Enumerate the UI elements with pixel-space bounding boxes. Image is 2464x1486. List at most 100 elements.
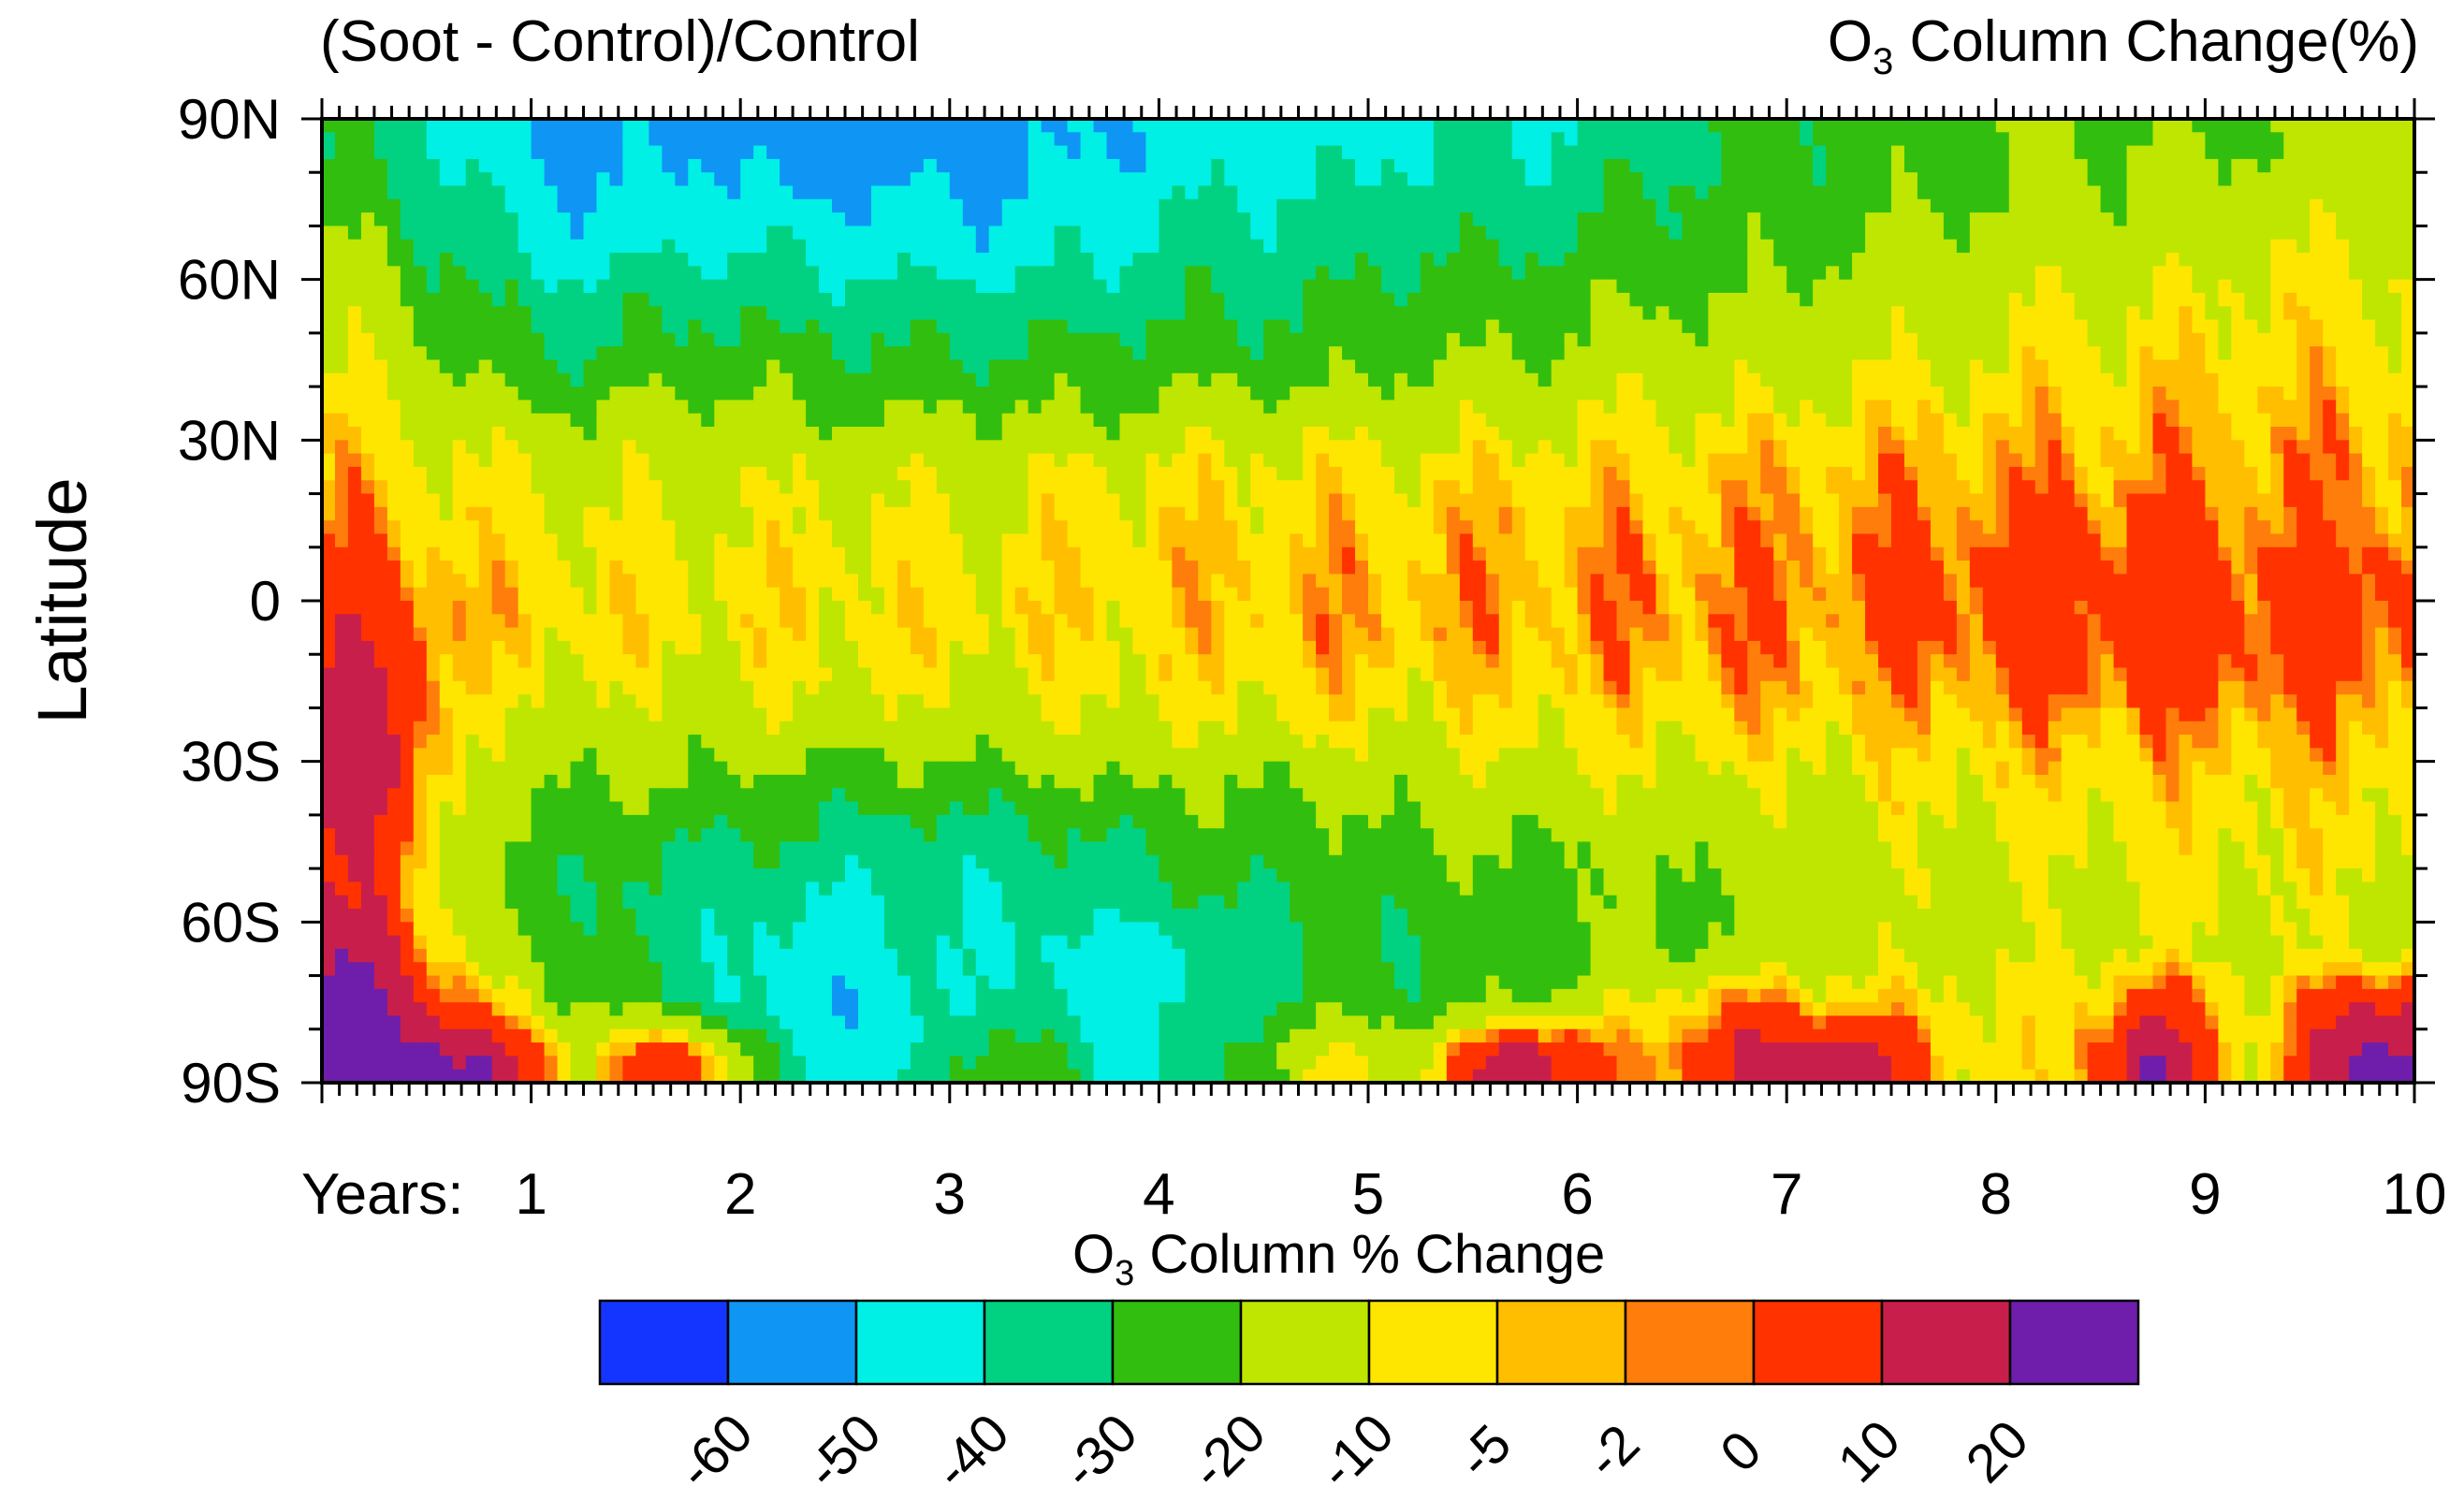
field-cell	[897, 253, 911, 268]
field-cell	[1041, 172, 1056, 187]
field-cell	[557, 332, 572, 347]
field-cell	[1342, 520, 1356, 535]
field-cell	[2008, 253, 2023, 268]
field-cell	[1080, 346, 1095, 361]
field-cell	[2283, 453, 2298, 468]
field-cell	[727, 253, 741, 268]
field-cell	[1067, 386, 1082, 401]
field-cell	[439, 466, 454, 482]
field-cell	[883, 386, 898, 401]
field-cell	[1368, 493, 1382, 508]
field-cell	[1380, 372, 1395, 387]
field-cell	[675, 413, 690, 428]
field-cell	[870, 400, 885, 415]
field-cell	[923, 239, 938, 254]
field-cell	[1524, 319, 1539, 334]
field-cell	[1878, 372, 1892, 387]
field-cell	[1603, 253, 1618, 268]
field-cell	[2283, 440, 2298, 455]
field-cell	[1263, 145, 1277, 160]
field-cell	[949, 185, 964, 200]
field-cell	[491, 480, 506, 495]
field-cell	[1760, 440, 1775, 455]
field-cell	[1734, 306, 1749, 321]
field-cell	[1878, 226, 1892, 240]
field-cell	[1119, 520, 1134, 535]
field-cell	[1368, 266, 1382, 281]
field-cell	[1303, 172, 1317, 187]
field-cell	[962, 332, 977, 347]
field-cell	[1316, 292, 1330, 308]
field-cell	[1773, 145, 1787, 160]
field-cell	[2218, 359, 2233, 374]
field-cell	[1407, 359, 1422, 374]
field-cell	[452, 372, 467, 387]
field-cell	[1786, 466, 1801, 482]
field-cell	[1485, 453, 1500, 468]
field-cell	[1930, 346, 1945, 361]
contour-field	[322, 119, 2414, 1083]
field-cell	[1721, 306, 1736, 321]
field-cell	[1747, 520, 1762, 535]
field-cell	[2126, 520, 2141, 535]
field-cell	[1446, 172, 1461, 187]
field-cell	[1551, 212, 1566, 227]
field-cell	[2401, 466, 2414, 482]
field-cell	[1342, 212, 1356, 227]
field-cell	[2296, 158, 2311, 174]
field-cell	[870, 212, 885, 227]
field-cell	[740, 279, 754, 294]
field-cell	[1813, 239, 1827, 254]
field-cell	[780, 386, 794, 401]
field-cell	[2126, 386, 2141, 401]
field-cell	[1211, 386, 1226, 401]
field-cell	[1891, 212, 1905, 227]
field-cell	[2257, 119, 2272, 134]
field-cell	[1106, 292, 1121, 308]
field-cell	[1695, 453, 1710, 468]
field-cell	[1695, 427, 1710, 442]
field-cell	[2152, 466, 2167, 482]
field-cell	[1642, 466, 1657, 482]
field-cell	[1211, 212, 1226, 227]
field-cell	[1564, 493, 1579, 508]
title-right-main: O	[1828, 9, 1873, 74]
field-cell	[1446, 386, 1461, 401]
field-cell	[1472, 346, 1487, 361]
field-cell	[557, 266, 572, 281]
field-cell	[1316, 346, 1330, 361]
field-cell	[701, 506, 716, 521]
field-cell	[609, 266, 624, 281]
field-cell	[936, 372, 951, 387]
field-cell	[1001, 400, 1016, 415]
field-cell	[334, 198, 349, 213]
field-cell	[2139, 198, 2154, 213]
field-cell	[845, 158, 859, 174]
field-cell	[701, 386, 716, 401]
field-cell	[2048, 239, 2063, 254]
field-cell	[1159, 400, 1174, 415]
field-cell	[2270, 158, 2285, 174]
field-cell	[2336, 359, 2350, 374]
field-cell	[1813, 520, 1827, 535]
field-cell	[1982, 480, 1997, 495]
field-cell	[2100, 440, 2115, 455]
field-cell	[649, 266, 663, 281]
field-cell	[1917, 453, 1932, 468]
field-cell	[322, 372, 336, 387]
field-cell	[727, 453, 741, 468]
field-cell	[1159, 332, 1174, 347]
field-cell	[518, 185, 532, 200]
field-cell	[557, 279, 572, 294]
field-cell	[1407, 212, 1422, 227]
field-cell	[2087, 119, 2102, 134]
field-cell	[635, 332, 650, 347]
field-cell	[557, 119, 572, 134]
field-cell	[583, 520, 598, 535]
field-cell	[478, 239, 493, 254]
field-cell	[1891, 292, 1905, 308]
field-cell	[910, 400, 925, 415]
field-cell	[1786, 212, 1801, 227]
field-cell	[753, 346, 767, 361]
field-cell	[1511, 400, 1526, 415]
